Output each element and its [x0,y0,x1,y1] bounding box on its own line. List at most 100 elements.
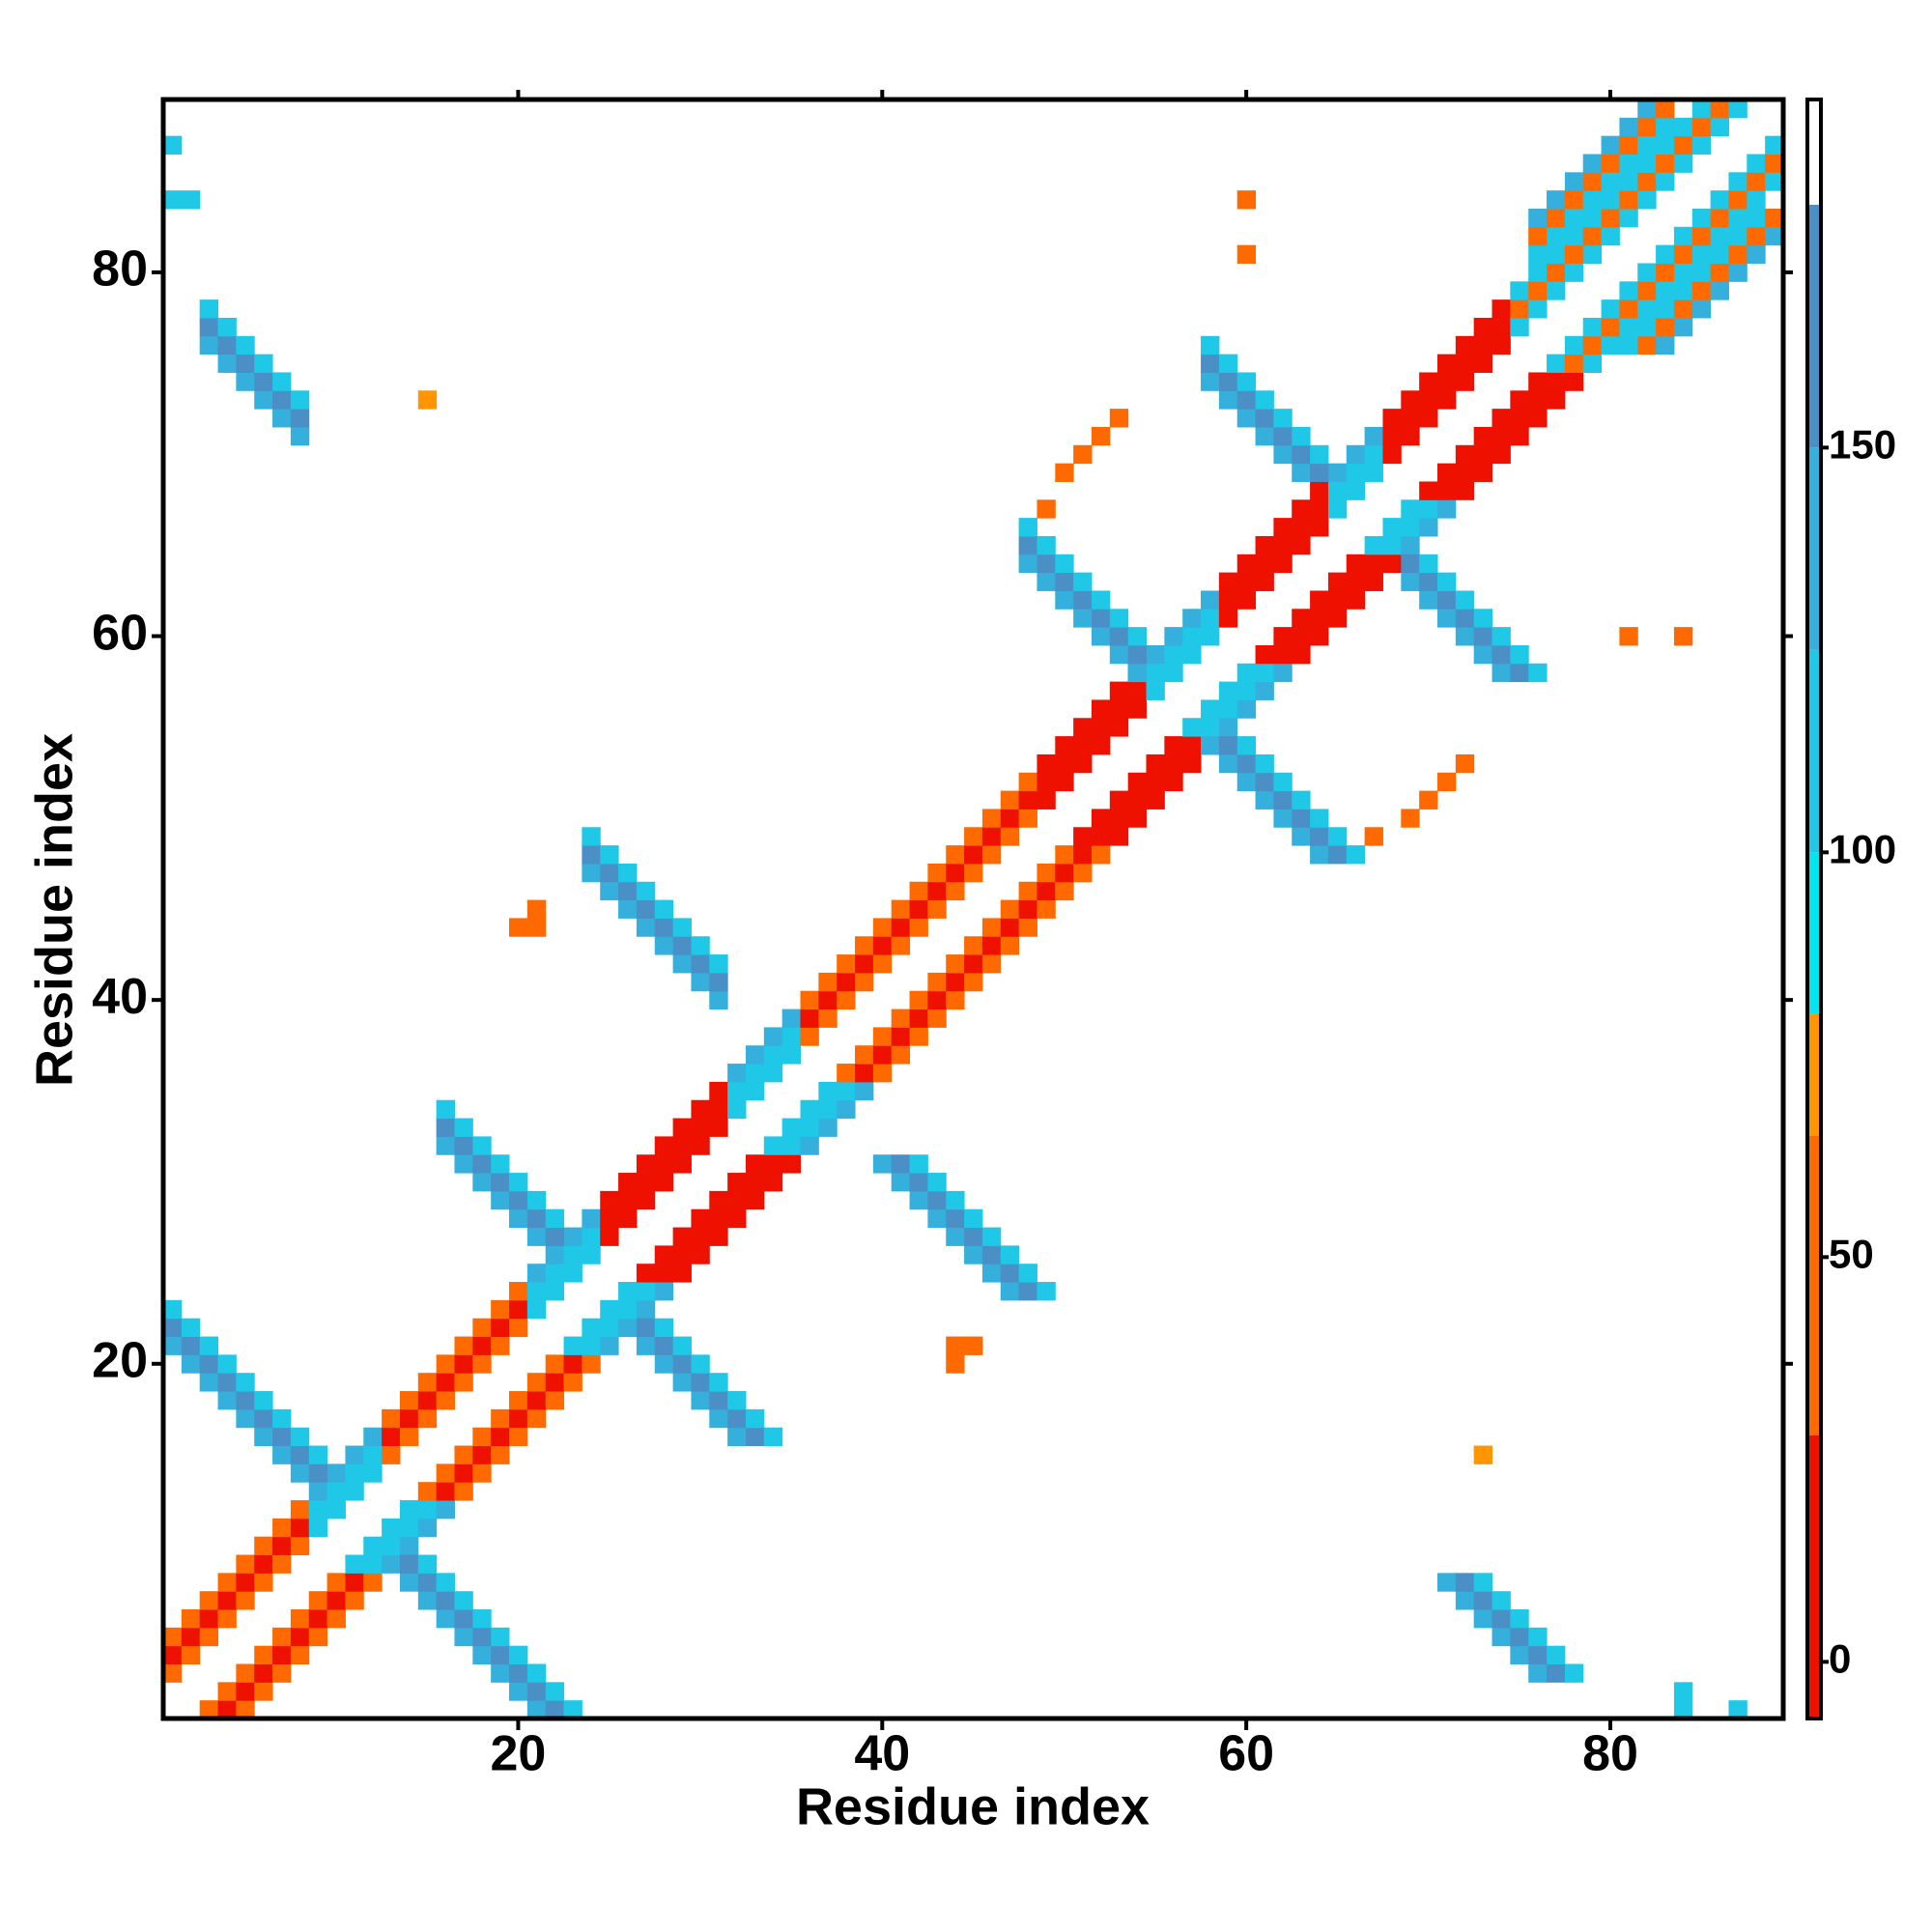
colorbar-tick-label: 0 [1829,1635,1851,1681]
heatmap-cell [654,1154,674,1174]
heatmap-cell [1218,736,1238,755]
heatmap-cell [1637,190,1657,210]
heatmap-cell [417,1518,438,1538]
heatmap-cell [1673,317,1693,337]
heatmap-cell [236,1554,255,1574]
heatmap-cell [1601,172,1620,191]
colorbar-segment [1807,1135,1821,1435]
heatmap-cell [1236,699,1257,719]
heatmap-cell [308,1445,328,1464]
heatmap-cell [1637,135,1657,155]
heatmap-cell [308,1609,328,1629]
heatmap-cell [308,1591,328,1610]
heatmap-cell [272,1645,292,1665]
heatmap-cell [654,1245,674,1264]
heatmap-cell [1401,499,1420,519]
heatmap-cell [1364,827,1383,846]
heatmap-cell [981,1245,1002,1264]
heatmap-cell [909,1027,928,1046]
heatmap-cell [382,1445,401,1464]
heatmap-cell [1710,244,1729,264]
heatmap-cell [545,1208,565,1229]
heatmap-cell [1601,190,1620,210]
heatmap-cell [618,1299,638,1320]
heatmap-cell [1673,281,1693,300]
heatmap-cell [1109,809,1129,828]
heatmap-cell [345,1463,364,1483]
y-tick-label: 80 [92,242,148,298]
heatmap-cell [1691,263,1712,282]
heatmap-cell [946,863,965,883]
heatmap-cell [1601,154,1620,173]
heatmap-cell [964,845,983,865]
heatmap-cell [582,1354,601,1374]
heatmap-cell [600,1318,619,1338]
heatmap-cell [946,1227,965,1246]
heatmap-cell [781,1136,801,1155]
heatmap-cell [1547,281,1566,300]
heatmap-cell [1201,335,1220,355]
heatmap-cell [345,1445,364,1464]
heatmap-cell [1528,1645,1548,1665]
heatmap-cell [236,354,255,373]
heatmap-cell [1728,244,1747,264]
heatmap-cell [1510,317,1529,337]
heatmap-cell [1109,827,1129,846]
heatmap-cell [927,863,947,883]
heatmap-cell [1564,354,1584,373]
heatmap-cell [1127,681,1148,700]
heatmap-cell [563,1700,582,1719]
heatmap-cell [1637,99,1657,119]
heatmap-cell [946,972,965,992]
heatmap-cell [236,1591,255,1610]
heatmap-cell [781,1009,801,1028]
heatmap-cell [1310,518,1329,537]
heatmap-cell [163,1299,183,1320]
heatmap-cell [709,1408,728,1429]
heatmap-cell [417,1373,438,1392]
heatmap-cell [872,1027,893,1046]
heatmap-cell [181,1645,201,1665]
heatmap-cell [1492,627,1511,646]
heatmap-cell [1473,627,1493,646]
heatmap-cell [236,1682,255,1701]
heatmap-cell [1547,390,1566,410]
heatmap-cell [1000,790,1020,810]
heatmap-cell [1619,172,1638,191]
heatmap-cell [1146,772,1165,792]
heatmap-cell [199,1373,219,1392]
heatmap-cell [1236,772,1257,792]
heatmap-cell [345,1554,364,1574]
heatmap-cell [217,335,237,355]
heatmap-cell [1455,609,1475,628]
heatmap-cell [290,1427,310,1447]
heatmap-cell [217,1591,237,1610]
heatmap-cell [199,1591,219,1610]
heatmap-cell [526,1391,547,1410]
heatmap-cell [1673,299,1693,319]
heatmap-cell [472,1318,492,1338]
heatmap-cell [1236,390,1257,410]
heatmap-cell [872,1045,893,1065]
heatmap-cell [1091,736,1111,755]
heatmap-cell [382,1518,401,1538]
heatmap-cell [545,1391,565,1410]
heatmap-cell [745,1154,765,1174]
heatmap-cell [290,390,310,410]
heatmap-cell [1564,263,1584,282]
heatmap-cell [254,390,273,410]
heatmap-cell [1018,554,1037,574]
heatmap-cell [254,1573,273,1592]
heatmap-cell [1346,554,1366,574]
heatmap-cell [818,1118,838,1137]
heatmap-cell [1582,317,1603,337]
heatmap-cell [1637,317,1657,337]
heatmap-cell [1564,1663,1584,1683]
heatmap-cell [1037,535,1056,555]
heatmap-cell [1364,426,1383,446]
heatmap-cell [1055,881,1074,901]
heatmap-cell [1582,244,1603,264]
heatmap-cell [217,1609,237,1629]
heatmap-cell [436,1573,455,1592]
heatmap-cell [1164,753,1183,774]
